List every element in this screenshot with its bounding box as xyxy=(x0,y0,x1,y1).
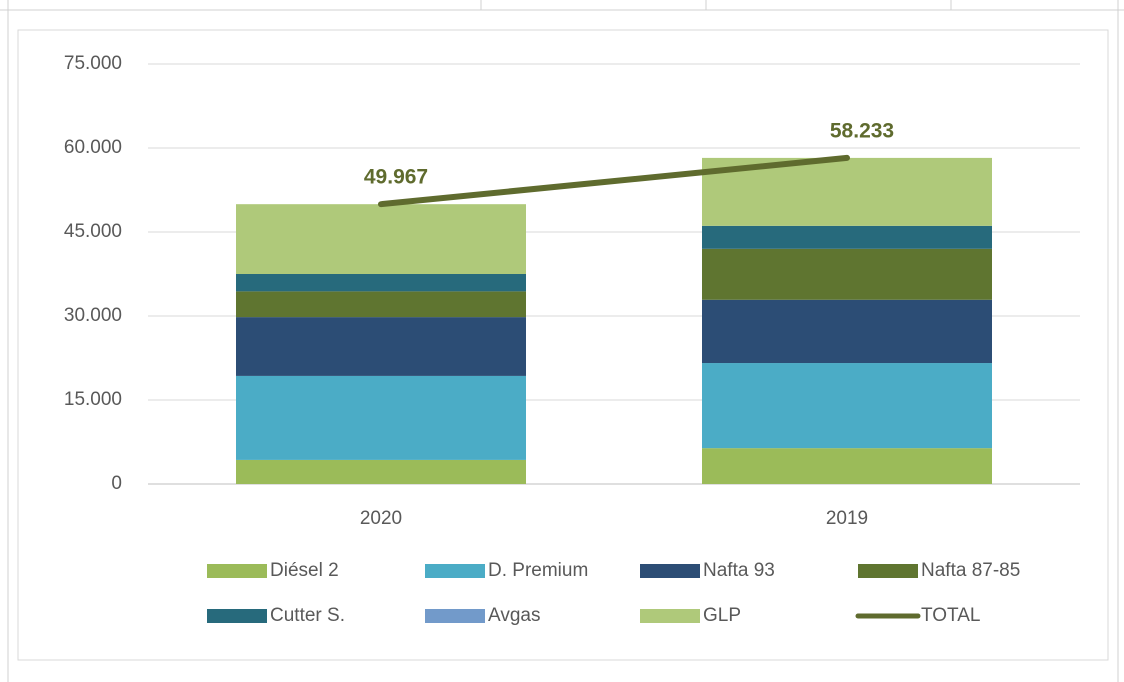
bar-segment xyxy=(236,375,526,460)
legend-label: TOTAL xyxy=(921,605,980,626)
legend-swatch xyxy=(207,564,267,578)
bar-segment xyxy=(236,204,526,274)
y-tick-label: 15.000 xyxy=(64,389,122,410)
legend-label: Nafta 87-85 xyxy=(921,560,1020,581)
y-tick-label: 0 xyxy=(111,473,122,494)
y-tick-label: 75.000 xyxy=(64,53,122,74)
data-label: 49.967 xyxy=(364,166,428,189)
legend-label: Avgas xyxy=(488,605,540,626)
bar-segment xyxy=(702,299,992,364)
total-line xyxy=(378,154,850,208)
legend-swatch xyxy=(207,609,267,623)
bar-segment xyxy=(702,248,992,300)
y-tick-label: 30.000 xyxy=(64,305,122,326)
legend-swatch xyxy=(858,564,918,578)
legend-swatch xyxy=(425,609,485,623)
legend-label: Cutter S. xyxy=(270,605,345,626)
legend-swatch xyxy=(425,564,485,578)
legend-label: Nafta 93 xyxy=(703,560,775,581)
bar-segment xyxy=(702,225,992,249)
legend-swatch xyxy=(640,609,700,623)
x-tick-label: 2020 xyxy=(360,508,402,529)
bar-segment xyxy=(236,317,526,376)
bar-segment xyxy=(236,274,526,292)
legend-label: GLP xyxy=(703,605,741,626)
bar-segment xyxy=(236,459,526,484)
data-label: 58.233 xyxy=(830,119,894,142)
legend-label: Diésel 2 xyxy=(270,560,339,581)
bar-segment xyxy=(702,448,992,484)
y-tick-label: 45.000 xyxy=(64,221,122,242)
legend-swatch xyxy=(640,564,700,578)
legend-label: D. Premium xyxy=(488,560,588,581)
x-tick-label: 2019 xyxy=(826,508,868,529)
y-tick-label: 60.000 xyxy=(64,137,122,158)
bar-segment xyxy=(236,291,526,318)
bar-segment xyxy=(702,363,992,449)
